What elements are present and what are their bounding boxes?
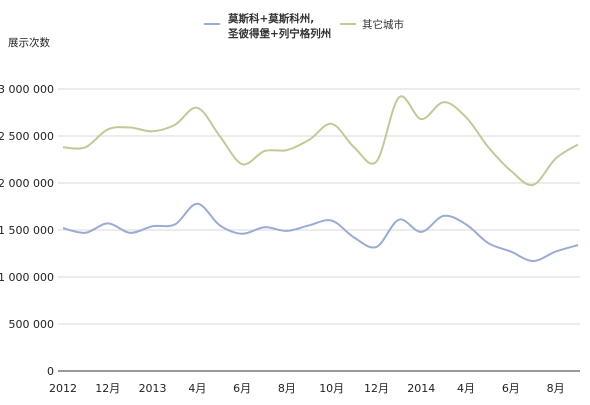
x-tick-label: 2013 (139, 382, 167, 395)
x-tick-label: 12月 (95, 382, 120, 395)
x-tick-label: 2014 (407, 382, 435, 395)
series-line-1 (62, 202, 579, 262)
grid-lines (58, 88, 580, 325)
y-tick-label: 2 500 000 (0, 130, 54, 143)
x-tick-labels: 2012 12月 2013 4月 6月 8月 10月 12月 2014 4月 6月 8月 (49, 382, 565, 395)
legend-label-series-1-line-1: 莫斯科+莫斯科州, (227, 12, 314, 25)
y-tick-label: 1 500 000 (0, 224, 54, 237)
y-tick-label: 500 000 (9, 318, 55, 331)
x-tick-label: 12月 (364, 382, 389, 395)
y-tick-label: 3 000 000 (0, 83, 54, 96)
x-tick-label: 4月 (457, 382, 475, 395)
y-tick-label: 0 (47, 365, 54, 378)
y-tick-label: 2 000 000 (0, 177, 54, 190)
x-tick-label: 2012 (49, 382, 77, 395)
legend-item-series-1[interactable]: 莫斯科+莫斯科州, 圣彼得堡+列宁格列州 (204, 12, 331, 40)
x-tick-label: 8月 (547, 382, 565, 395)
y-tick-label: 1 000 000 (0, 271, 54, 284)
x-tick-label: 8月 (278, 382, 296, 395)
x-tick-label: 6月 (233, 382, 251, 395)
y-axis-label: 展示次数 (8, 36, 50, 49)
x-tick-label: 4月 (188, 382, 206, 395)
series-lines (62, 95, 579, 262)
legend-label-series-1-line-2: 圣彼得堡+列宁格列州 (227, 27, 331, 40)
y-tick-labels: 0 500 000 1 000 000 1 500 000 2 000 000 2 500… (0, 83, 54, 378)
legend-item-series-2[interactable]: 其它城市 (340, 18, 404, 31)
x-tick-label: 10月 (319, 382, 344, 395)
legend-label-series-2: 其它城市 (362, 18, 404, 31)
series-line-2 (62, 95, 579, 187)
legend: 莫斯科+莫斯科州, 圣彼得堡+列宁格列州 其它城市 (204, 12, 404, 40)
x-tick-label: 6月 (502, 382, 520, 395)
